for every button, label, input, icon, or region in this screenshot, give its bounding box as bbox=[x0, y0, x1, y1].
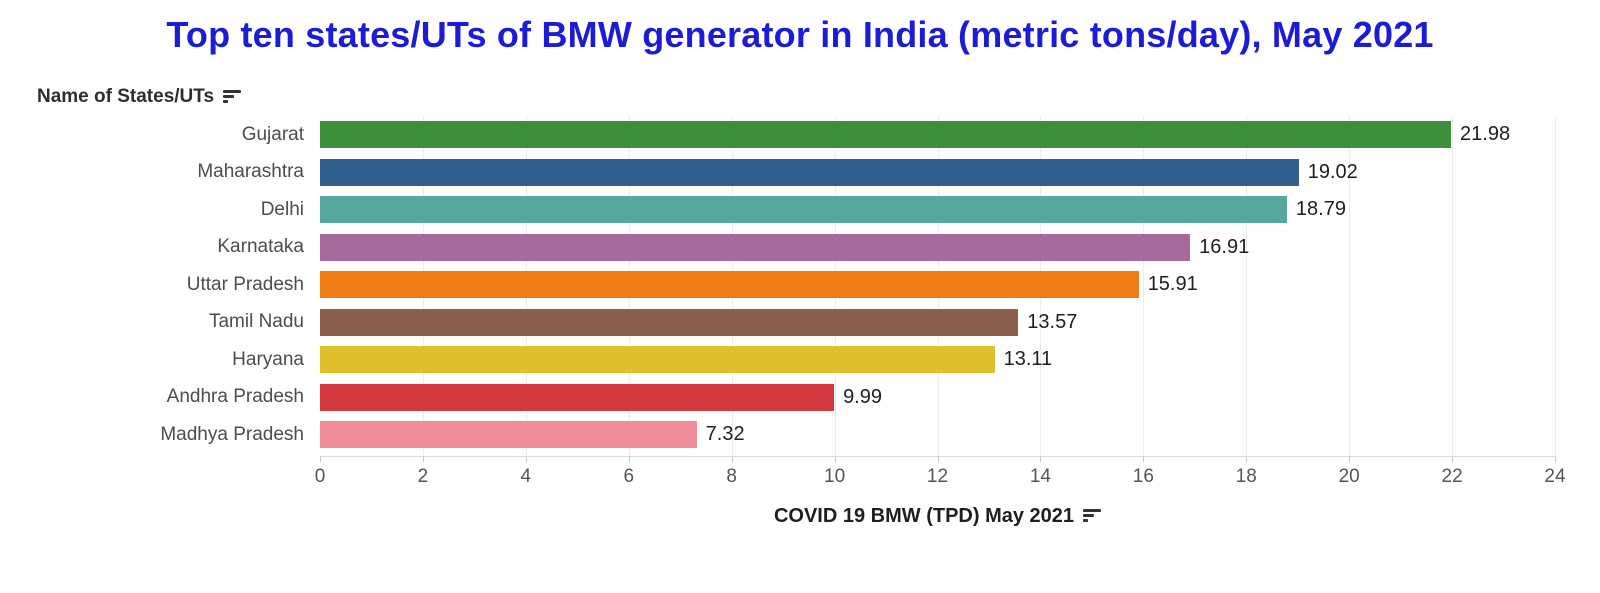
bar-value-label: 18.79 bbox=[1295, 198, 1346, 221]
bar-category-label: Tamil Nadu bbox=[208, 311, 304, 333]
axis-tick-label: 6 bbox=[623, 466, 635, 487]
axis-tick-mark bbox=[937, 456, 939, 462]
bar[interactable] bbox=[320, 346, 995, 374]
bar-row: Haryana 13.11 bbox=[0, 341, 1600, 379]
axis-tick-label: 0 bbox=[314, 466, 326, 487]
bar-row: Tamil Nadu 13.57 bbox=[0, 304, 1600, 342]
axis-tick-label: 16 bbox=[1132, 466, 1154, 487]
bar[interactable] bbox=[320, 158, 1299, 186]
gridline bbox=[1555, 116, 1556, 456]
axis-tick-label: 8 bbox=[726, 466, 737, 487]
bar-category-label: Haryana bbox=[232, 348, 304, 370]
x-axis-field-label: COVID 19 BMW (TPD) May 2021 bbox=[320, 505, 1555, 528]
bar-track: 21.98 bbox=[320, 116, 1555, 154]
axis-tick-label: 20 bbox=[1338, 466, 1360, 487]
axis-tick-label: 12 bbox=[926, 466, 949, 487]
axis-tick-mark bbox=[1040, 456, 1042, 462]
bar-track: 13.57 bbox=[320, 304, 1555, 342]
bar-value-label: 16.91 bbox=[1199, 235, 1250, 258]
axis-tick-label: 10 bbox=[824, 466, 846, 487]
gridline bbox=[1349, 116, 1351, 456]
bar-category-label: Maharashtra bbox=[197, 161, 304, 183]
y-axis-field-label: Name of States/UTs bbox=[37, 86, 242, 108]
bar[interactable] bbox=[320, 233, 1191, 261]
bar-value-label: 13.57 bbox=[1027, 310, 1078, 333]
bar-row: Uttar Pradesh 15.91 bbox=[0, 266, 1600, 304]
bar-category-label: Madhya Pradesh bbox=[160, 423, 304, 445]
bar-row: Karnataka 16.91 bbox=[0, 229, 1600, 267]
axis-tick-label: 4 bbox=[520, 466, 532, 487]
bar-row: Andhra Pradesh 9.99 bbox=[0, 379, 1600, 417]
bar[interactable] bbox=[320, 308, 1019, 336]
bar[interactable] bbox=[320, 121, 1452, 149]
chart-title: Top ten states/UTs of BMW generator in I… bbox=[166, 14, 1434, 55]
bar-category-label: Delhi bbox=[260, 198, 304, 220]
bar-track: 16.91 bbox=[320, 229, 1555, 267]
bar-row: Maharashtra 19.02 bbox=[0, 154, 1600, 192]
y-axis-field-label-text: Name of States/UTs bbox=[37, 86, 215, 107]
bar-value-label: 9.99 bbox=[843, 385, 882, 408]
bar-value-label: 21.98 bbox=[1460, 123, 1511, 146]
axis-tick-mark bbox=[628, 456, 630, 462]
axis-tick-mark bbox=[731, 456, 733, 462]
bar-value-label: 7.32 bbox=[705, 423, 745, 446]
axis-tick-label: 2 bbox=[417, 466, 429, 487]
axis-tick-mark bbox=[1555, 456, 1556, 462]
x-axis: 0 2 4 6 8 10 12 14 16 18 20 22 24 bbox=[315, 456, 1566, 496]
axis-tick-mark bbox=[834, 456, 836, 462]
axis-tick-label: 14 bbox=[1029, 466, 1051, 487]
axis-tick-mark bbox=[320, 456, 321, 462]
bar-track: 9.99 bbox=[320, 379, 1555, 417]
axis-tick-mark bbox=[1143, 456, 1145, 462]
bar-row: Gujarat 21.98 bbox=[0, 116, 1600, 154]
axis-tick-mark bbox=[525, 456, 527, 462]
bar-category-label: Andhra Pradesh bbox=[166, 386, 304, 408]
bar-category-label: Uttar Pradesh bbox=[186, 273, 304, 295]
bar-track: 15.91 bbox=[320, 266, 1555, 304]
sort-descending-icon[interactable] bbox=[223, 89, 242, 105]
gridline bbox=[1452, 116, 1454, 456]
bar-track: 7.32 bbox=[320, 416, 1555, 454]
axis-tick-label: 24 bbox=[1544, 466, 1566, 487]
axis-tick-mark bbox=[1246, 456, 1248, 462]
bar[interactable] bbox=[320, 196, 1287, 224]
bar-row: Madhya Pradesh 7.32 bbox=[0, 416, 1600, 454]
bar[interactable] bbox=[320, 383, 835, 411]
axis-tick-mark bbox=[422, 456, 424, 462]
bar-track: 13.11 bbox=[320, 341, 1555, 379]
axis-tick-label: 18 bbox=[1235, 466, 1257, 487]
sort-descending-icon[interactable] bbox=[1083, 509, 1102, 524]
bar-value-label: 15.91 bbox=[1147, 273, 1198, 296]
bar-track: 19.02 bbox=[320, 154, 1555, 192]
gridline bbox=[1143, 116, 1145, 456]
gridline bbox=[1246, 116, 1248, 456]
bar-category-label: Karnataka bbox=[217, 236, 304, 258]
axis-tick-label: 22 bbox=[1441, 466, 1463, 487]
axis-tick-mark bbox=[1349, 456, 1351, 462]
bar-row: Delhi 18.79 bbox=[0, 191, 1600, 229]
bar-value-label: 13.11 bbox=[1003, 348, 1053, 371]
bar[interactable] bbox=[320, 421, 697, 449]
bar-rows: Gujarat 21.98 Maharashtra 19.02 Delhi 18… bbox=[0, 116, 1600, 454]
bar-category-label: Gujarat bbox=[241, 123, 304, 145]
axis-tick-mark bbox=[1452, 456, 1454, 462]
bar-track: 18.79 bbox=[320, 191, 1555, 229]
bar[interactable] bbox=[320, 271, 1139, 299]
x-axis-field-label-text: COVID 19 BMW (TPD) May 2021 bbox=[773, 505, 1075, 527]
bar-value-label: 19.02 bbox=[1307, 160, 1358, 183]
